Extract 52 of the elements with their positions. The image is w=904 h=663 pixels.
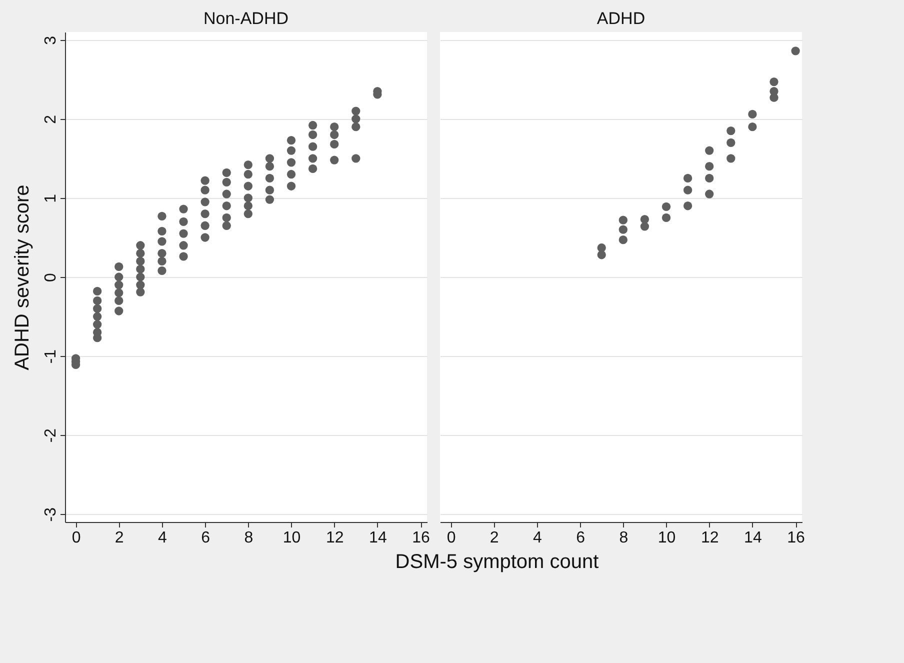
x-tick-label: 8 bbox=[244, 530, 254, 546]
point bbox=[726, 126, 736, 136]
point bbox=[683, 202, 692, 210]
x-tick-label: 4 bbox=[533, 530, 542, 546]
x-tick-label: 6 bbox=[576, 530, 586, 546]
point bbox=[705, 146, 714, 155]
point bbox=[748, 110, 757, 119]
chart-title: Non-ADHD bbox=[203, 9, 289, 28]
x-tick-label: 6 bbox=[201, 530, 210, 546]
y-tick-label: -2 bbox=[42, 428, 60, 443]
point bbox=[770, 77, 778, 86]
point bbox=[705, 174, 714, 183]
x-tick-label: 2 bbox=[490, 530, 499, 546]
point bbox=[597, 243, 606, 252]
y-tick-label: 0 bbox=[42, 272, 60, 282]
y-tick-label: -3 bbox=[42, 507, 60, 522]
x-tick-label: 10 bbox=[658, 530, 676, 546]
point bbox=[597, 250, 606, 260]
x-tick-label: 0 bbox=[72, 530, 81, 546]
x-axis-title: DSM-5 symptom count bbox=[394, 551, 600, 574]
x-tick-label: 16 bbox=[412, 530, 430, 546]
point bbox=[705, 162, 714, 171]
y-tick-label: 2 bbox=[42, 114, 60, 124]
y-axis-title: ADHD severity score bbox=[12, 184, 34, 370]
point bbox=[640, 214, 650, 224]
point bbox=[618, 225, 628, 234]
x-tick-label: 12 bbox=[326, 530, 344, 546]
x-tick-label: 10 bbox=[282, 530, 301, 546]
point bbox=[705, 190, 714, 198]
y-tick-label: -1 bbox=[42, 349, 60, 364]
point bbox=[618, 216, 628, 224]
point bbox=[791, 46, 800, 56]
x-tick-label: 12 bbox=[700, 530, 719, 546]
x-tick-label: 14 bbox=[744, 530, 762, 546]
point bbox=[683, 186, 692, 194]
point bbox=[683, 174, 692, 183]
x-tick-label: 0 bbox=[446, 530, 456, 546]
point bbox=[726, 138, 736, 147]
y-tick-label: 3 bbox=[42, 36, 60, 45]
x-tick-label: 2 bbox=[114, 530, 124, 546]
point bbox=[748, 122, 757, 132]
x-tick-label: 8 bbox=[619, 530, 628, 546]
point bbox=[726, 154, 736, 163]
point bbox=[662, 202, 671, 211]
point bbox=[662, 213, 671, 222]
y-tick-label: 1 bbox=[42, 194, 60, 203]
x-tick-label: 16 bbox=[787, 530, 806, 546]
chart-title: ADHD bbox=[596, 9, 646, 28]
point bbox=[618, 236, 628, 244]
point bbox=[640, 222, 650, 231]
x-tick-label: 14 bbox=[369, 530, 387, 546]
x-tick-label: 4 bbox=[158, 530, 168, 546]
